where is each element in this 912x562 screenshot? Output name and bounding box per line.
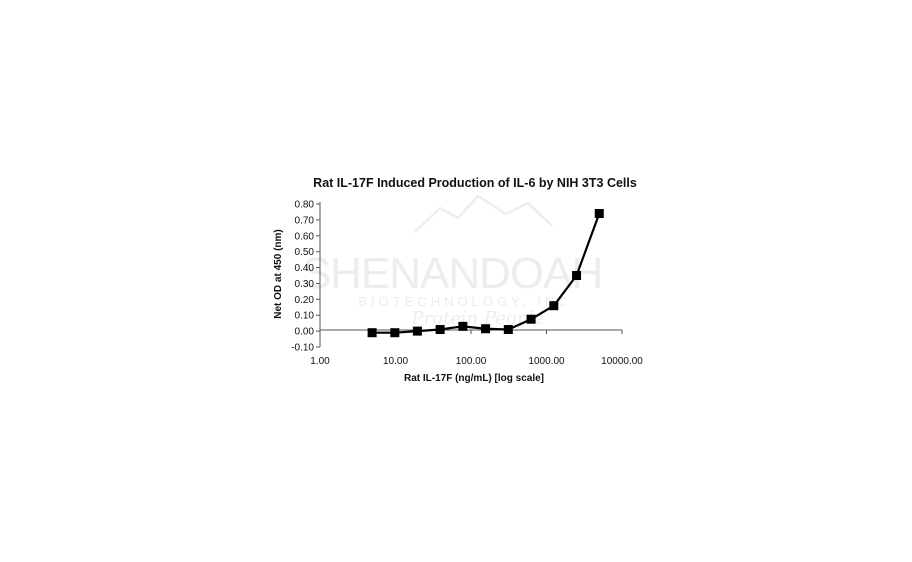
data-point (390, 328, 400, 338)
y-tick-label: 0.80 (295, 200, 315, 211)
x-tick-label: 10000.00 (601, 356, 643, 367)
watermark-sub: BIOTECHNOLOGY, INC (358, 294, 571, 309)
y-tick-label: -0.10 (291, 343, 314, 354)
y-tick-label: 0.50 (295, 247, 315, 258)
data-point (367, 328, 377, 338)
y-tick-label: 0.60 (295, 231, 315, 242)
data-point (503, 325, 513, 335)
x-tick-label: 1.00 (310, 356, 330, 367)
data-point (481, 324, 491, 334)
x-axis-title: Rat IL-17F (ng/mL) [log scale] (404, 373, 544, 384)
watermark-mountain-icon (414, 194, 553, 233)
data-point (412, 326, 422, 336)
watermark-script: Protein People (410, 308, 544, 329)
y-tick-label: 0.70 (295, 215, 315, 226)
data-point (435, 325, 445, 335)
y-tick-label: 0.40 (295, 263, 315, 274)
data-point (549, 301, 559, 311)
y-tick-label: 0.20 (295, 295, 315, 306)
x-tick-label: 10.00 (383, 356, 408, 367)
watermark-brand: SHENANDOAH (302, 249, 603, 298)
watermark-logo: SHENANDOAH BIOTECHNOLOGY, INC Protein Pe… (302, 194, 603, 329)
x-tick-label: 100.00 (456, 356, 487, 367)
series-layer (367, 209, 604, 338)
data-point (458, 321, 468, 331)
chart-title: Rat IL-17F Induced Production of IL-6 by… (313, 176, 637, 190)
y-tick-label: 0.30 (295, 279, 315, 290)
x-tick-label: 1000.00 (528, 356, 565, 367)
data-point (572, 271, 582, 280)
data-point (526, 314, 536, 324)
y-tick-label: 0.10 (295, 311, 315, 322)
y-axis-title: Net OD at 450 (nm) (273, 229, 284, 318)
data-point (594, 209, 604, 219)
y-tick-label: 0.00 (295, 327, 315, 338)
